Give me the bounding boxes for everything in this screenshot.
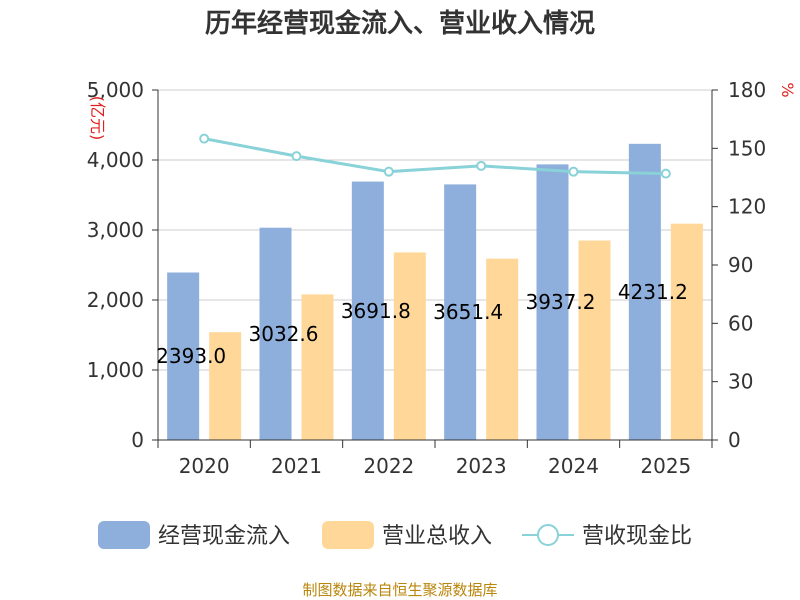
right-axis-tick-label: 60: [728, 311, 753, 335]
left-axis-tick-label: 4,000: [87, 148, 144, 172]
ratio-line: [203, 137, 666, 176]
right-axis-tick-label: 120: [728, 195, 766, 219]
cash-inflow-bar: [167, 272, 200, 440]
data-label: 2393.0: [156, 344, 226, 368]
x-axis-tick-label: 2024: [548, 454, 599, 478]
legend-swatch-revenue: [322, 521, 374, 549]
left-axis-tick-label: 2,000: [87, 288, 144, 312]
right-axis-tick-label: 0: [728, 428, 741, 452]
ratio-point: [568, 166, 579, 177]
axes: 0 1,000 2,000 3,000 4,000 5,000 0 30 60 90 120 150 1…: [87, 78, 766, 478]
left-axis-tick-label: 5,000: [87, 78, 144, 102]
cash-inflow-bar: [351, 181, 384, 440]
right-axis-tick-label: 180: [728, 78, 766, 102]
ratio-point: [291, 151, 302, 162]
legend-swatch-ratio-marker: [537, 524, 559, 546]
right-axis-tick-label: 90: [728, 253, 753, 277]
revenue-bar: [301, 294, 334, 440]
x-axis-tick-label: 2023: [456, 454, 507, 478]
x-axis-tick-label: 2020: [179, 454, 230, 478]
line-series: [199, 133, 671, 179]
revenue-bar: [578, 240, 611, 440]
x-axis-tick-label: 2021: [271, 454, 322, 478]
left-axis-tick-label: 0: [131, 428, 144, 452]
cash-inflow-bar: [444, 184, 477, 440]
data-label: 3651.4: [433, 300, 503, 324]
cash-inflow-bar: [536, 164, 569, 440]
data-labels: 2393.0 3032.6 3691.8 3651.4 3937.2 4231.2: [156, 280, 688, 368]
legend: 经营现金流入 营业总收入 营收现金比: [98, 521, 692, 549]
data-label: 4231.2: [618, 280, 688, 304]
ratio-point: [660, 168, 671, 179]
revenue-bar: [393, 252, 426, 440]
data-label: 3032.6: [249, 322, 319, 346]
ratio-point: [476, 160, 487, 171]
right-axis-tick-label: 150: [728, 136, 766, 160]
revenue-bar: [486, 258, 519, 440]
left-axis-tick-label: 1,000: [87, 358, 144, 382]
ratio-point: [199, 133, 210, 144]
legend-label: 经营现金流入: [158, 524, 290, 549]
cash-inflow-bar: [259, 227, 292, 440]
revenue-bar: [670, 223, 703, 440]
legend-label: 营业总收入: [382, 524, 492, 549]
bar-series: [167, 143, 703, 441]
x-axis-tick-label: 2022: [363, 454, 414, 478]
right-axis-tick-label: 30: [728, 370, 753, 394]
right-axis-unit: %: [778, 82, 797, 97]
chart-title: 历年经营现金流入、营业收入情况: [205, 8, 595, 39]
left-axis-unit: (亿元): [88, 96, 107, 141]
left-axis-tick-label: 3,000: [87, 218, 144, 242]
revenue-bar: [209, 332, 242, 440]
x-axis-tick-label: 2025: [640, 454, 691, 478]
cash-inflow-bar: [628, 143, 661, 441]
data-label: 3691.8: [341, 299, 411, 323]
data-label: 3937.2: [526, 290, 596, 314]
ratio-point: [383, 166, 394, 177]
legend-label: 营收现金比: [582, 524, 692, 549]
legend-swatch-cash-inflow: [98, 521, 150, 549]
source-note: 制图数据来自恒生聚源数据库: [302, 581, 497, 599]
